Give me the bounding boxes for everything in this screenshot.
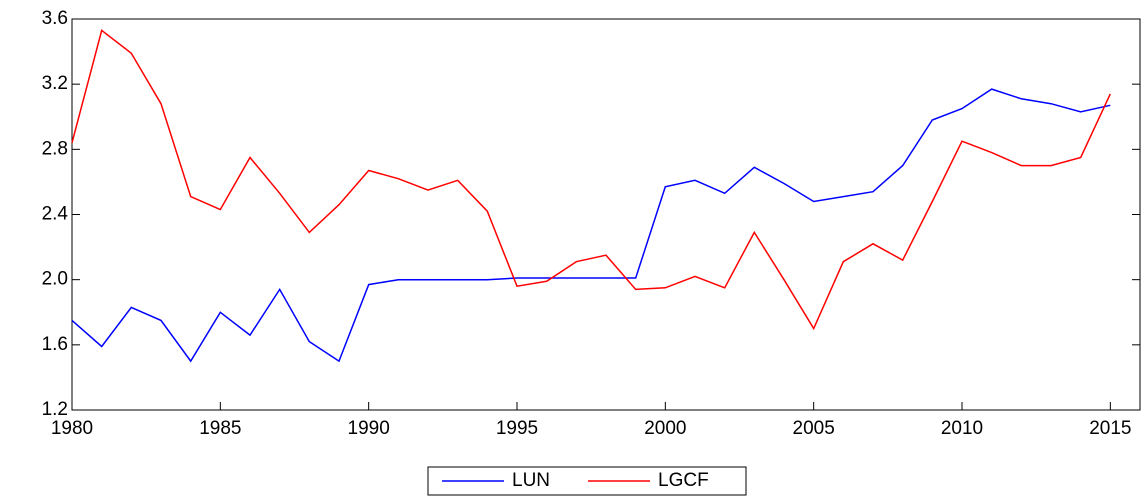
x-tick-label: 1985 (199, 418, 241, 439)
y-tick-label: 3.2 (42, 73, 68, 94)
legend-label: LGCF (658, 470, 709, 491)
x-tick-label: 1995 (496, 418, 538, 439)
y-tick-label: 3.6 (42, 8, 68, 29)
x-tick-label: 1990 (348, 418, 390, 439)
x-tick-label: 1980 (51, 418, 93, 439)
x-tick-label: 2005 (793, 418, 835, 439)
series-line (71, 88, 1111, 363)
legend: LUN LGCF (427, 466, 747, 496)
y-tick-label: 1.6 (42, 334, 68, 355)
x-tick-label: 2015 (1089, 418, 1131, 439)
y-tick-label: 2.8 (42, 138, 68, 159)
legend-label: LUN (512, 470, 550, 491)
y-tick-label: 2.4 (42, 204, 69, 225)
plot-frame (71, 18, 1141, 411)
series-line (71, 29, 1111, 331)
y-tick-label: 1.2 (42, 399, 68, 420)
x-tick-label: 2010 (941, 418, 983, 439)
y-tick-label: 2.0 (42, 269, 68, 290)
x-tick-label: 2000 (644, 418, 686, 439)
